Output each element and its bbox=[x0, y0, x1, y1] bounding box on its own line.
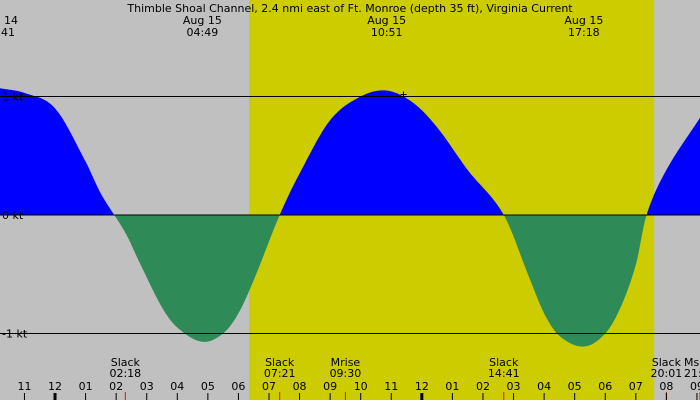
x-tick-label-11: 10 bbox=[354, 380, 368, 393]
event-time-2: 09:30 bbox=[330, 367, 362, 380]
x-tick-label-14: 01 bbox=[445, 380, 459, 393]
ebb-area-3 bbox=[504, 215, 647, 347]
x-tick-label-19: 06 bbox=[598, 380, 612, 393]
x-tick-label-5: 04 bbox=[170, 380, 184, 393]
peak-date-0: 14 bbox=[4, 14, 18, 27]
event-time-4: 20:01 bbox=[651, 367, 683, 380]
event-label-1: Slack bbox=[265, 356, 295, 369]
ebb-area-1 bbox=[115, 215, 280, 342]
x-tick-label-12: 11 bbox=[384, 380, 398, 393]
x-tick-label-22: 09 bbox=[690, 380, 700, 393]
x-tick-label-13: 12 bbox=[415, 380, 429, 393]
x-tick-label-10: 09 bbox=[323, 380, 337, 393]
event-label-2: Mrise bbox=[331, 356, 361, 369]
x-tick-label-7: 06 bbox=[231, 380, 245, 393]
x-tick-label-2: 01 bbox=[79, 380, 93, 393]
x-tick-label-9: 08 bbox=[293, 380, 307, 393]
event-time-1: 07:21 bbox=[264, 367, 296, 380]
peak-time-2: 10:51 bbox=[371, 26, 403, 39]
peak-time-0: 41 bbox=[1, 26, 15, 39]
x-tick-label-3: 02 bbox=[109, 380, 123, 393]
y-tick-label-1: 0 kt bbox=[2, 209, 24, 222]
y-axis-labels: 1 kt 0 kt -1 kt bbox=[2, 91, 28, 341]
gridlines bbox=[0, 96, 700, 334]
peak-date-3: Aug 15 bbox=[564, 14, 603, 27]
peak-time-3: 17:18 bbox=[568, 26, 600, 39]
event-time-3: 14:41 bbox=[488, 367, 520, 380]
peak-marker bbox=[400, 91, 407, 98]
event-label-3: Slack bbox=[489, 356, 519, 369]
peak-date-1: Aug 15 bbox=[183, 14, 222, 27]
flood-area-2 bbox=[280, 90, 504, 215]
x-tick-label-0: 11 bbox=[17, 380, 31, 393]
x-tick-label-16: 03 bbox=[507, 380, 521, 393]
slack-and-moon-events: Slack02:18Slack07:21Mrise09:30Slack14:41… bbox=[109, 356, 700, 400]
x-tick-label-21: 08 bbox=[659, 380, 673, 393]
event-time-5: 21: bbox=[684, 367, 700, 380]
x-tick-label-1: 12 bbox=[48, 380, 62, 393]
y-tick-label-0: 1 kt bbox=[2, 91, 24, 104]
x-tick-label-20: 07 bbox=[629, 380, 643, 393]
event-label-0: Slack bbox=[111, 356, 141, 369]
x-tick-label-18: 05 bbox=[568, 380, 582, 393]
x-tick-label-17: 04 bbox=[537, 380, 551, 393]
x-tick-label-15: 02 bbox=[476, 380, 490, 393]
x-tick-label-4: 03 bbox=[140, 380, 154, 393]
chart-title: Thimble Shoal Channel, 2.4 nmi east of F… bbox=[126, 2, 573, 15]
flood-area-0 bbox=[0, 88, 115, 215]
x-tick-label-8: 07 bbox=[262, 380, 276, 393]
x-tick-label-6: 05 bbox=[201, 380, 215, 393]
current-areas bbox=[0, 88, 700, 347]
event-time-0: 02:18 bbox=[109, 367, 141, 380]
x-axis: 11 12 01 02 03 04 05 06 07 08 09 10 11 12 01 02 03 04 05 06… bbox=[17, 380, 700, 400]
event-label-4: Slack bbox=[652, 356, 682, 369]
y-tick-label-2: -1 kt bbox=[2, 328, 28, 341]
event-label-5: Ms bbox=[684, 356, 699, 369]
peak-time-1: 04:49 bbox=[187, 26, 219, 39]
peak-date-2: Aug 15 bbox=[367, 14, 406, 27]
flood-area-4 bbox=[647, 117, 700, 215]
